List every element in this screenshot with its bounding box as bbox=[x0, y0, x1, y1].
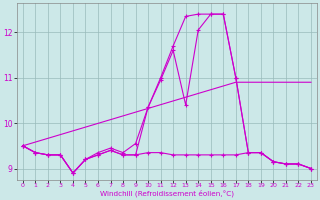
X-axis label: Windchill (Refroidissement éolien,°C): Windchill (Refroidissement éolien,°C) bbox=[100, 190, 234, 197]
